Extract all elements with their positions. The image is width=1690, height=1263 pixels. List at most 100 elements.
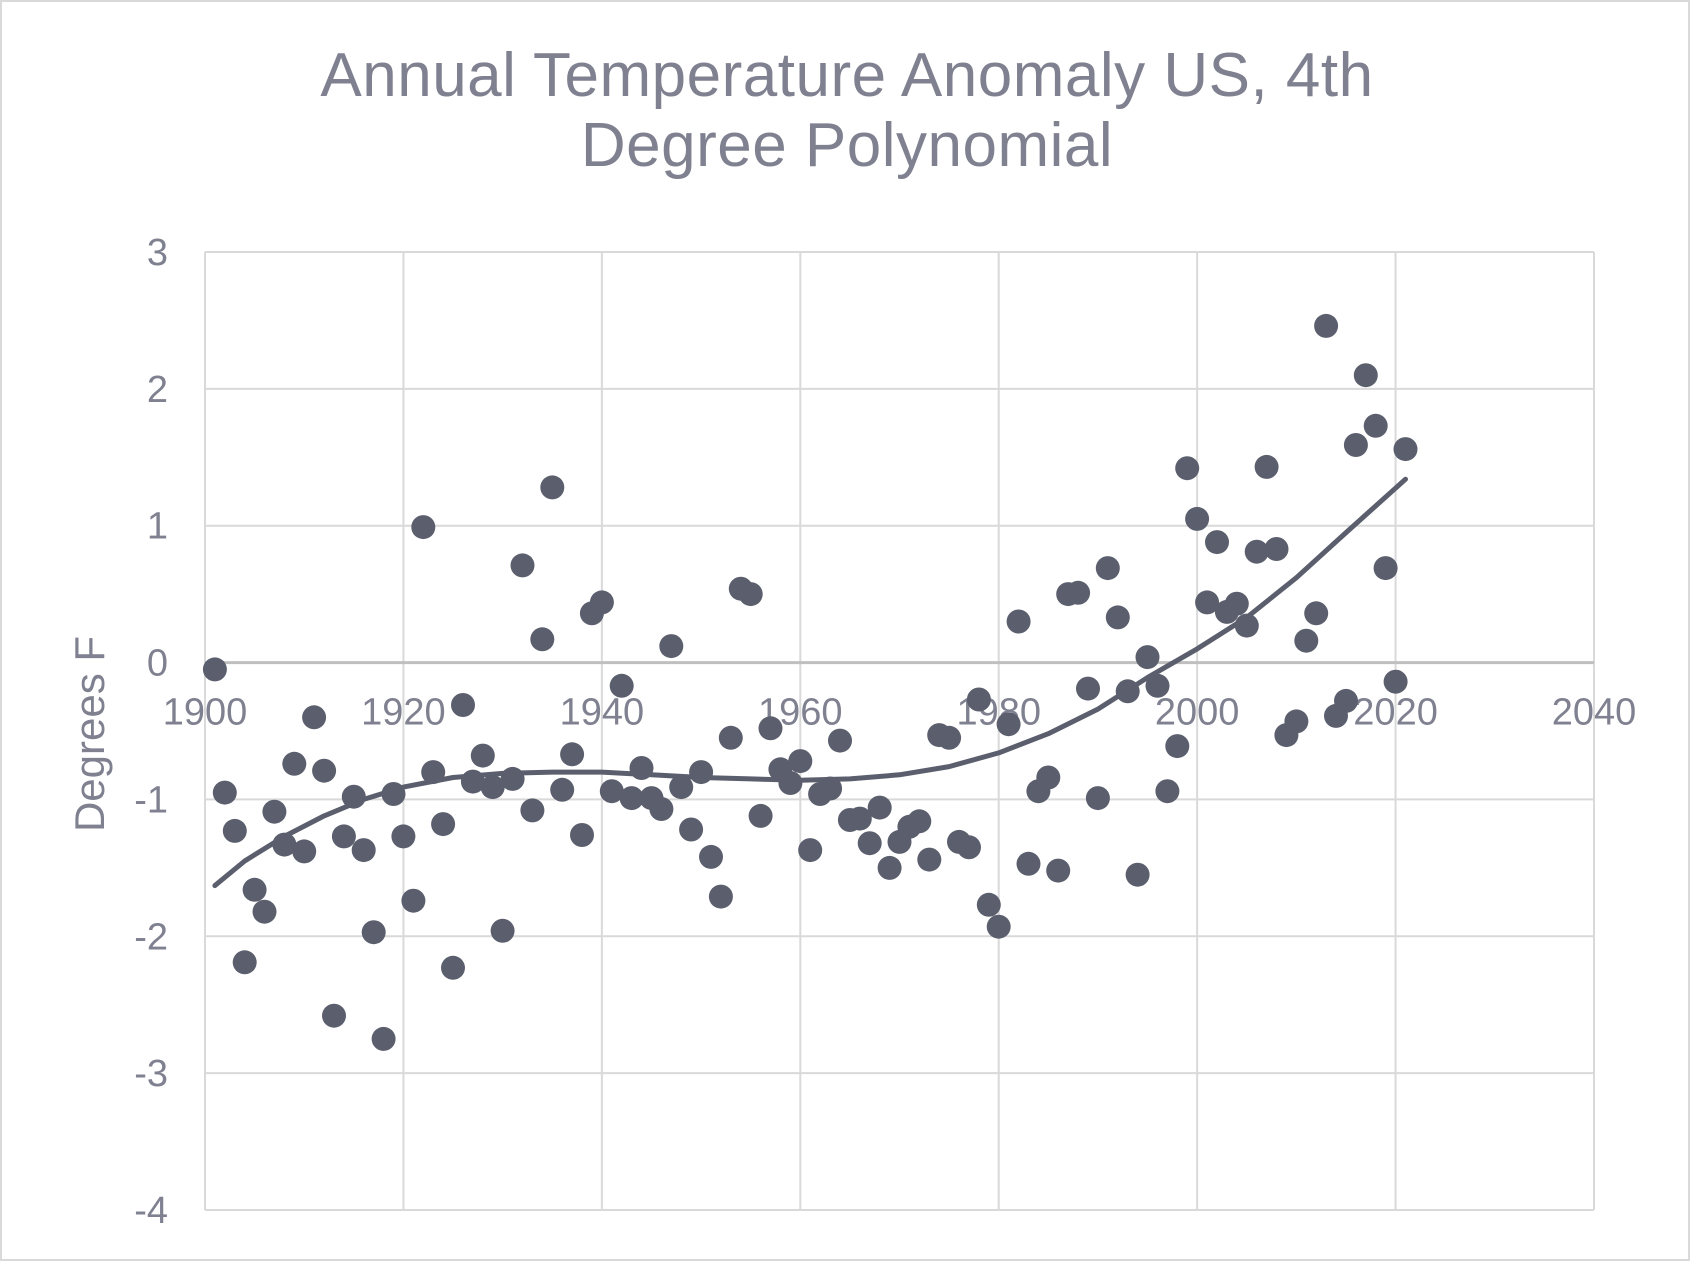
data-point — [331, 824, 356, 849]
gridlines — [204, 251, 1595, 1211]
x-tick-label: 1920 — [361, 692, 446, 734]
data-point — [1294, 628, 1319, 653]
data-point — [1393, 437, 1418, 462]
data-point — [1006, 609, 1031, 634]
data-point — [371, 1026, 396, 1051]
data-point — [1373, 556, 1398, 581]
data-point — [818, 776, 843, 801]
data-point — [957, 835, 981, 860]
data-point — [252, 899, 277, 924]
data-point — [1135, 645, 1160, 670]
data-point — [490, 918, 515, 943]
data-point — [391, 824, 416, 849]
data-point — [1254, 454, 1279, 479]
data-point — [907, 809, 932, 834]
data-point — [828, 728, 852, 753]
data-point — [411, 515, 436, 540]
data-point — [847, 806, 872, 831]
data-point — [1304, 601, 1329, 626]
data-point — [1383, 669, 1408, 694]
data-point — [510, 553, 535, 578]
x-tick-label: 1900 — [163, 692, 248, 734]
data-point — [1224, 591, 1249, 616]
data-point — [560, 742, 585, 767]
y-axis-title: Degrees F — [66, 636, 113, 832]
data-point — [341, 784, 366, 809]
data-point — [570, 823, 594, 847]
data-point — [1244, 539, 1269, 564]
data-point — [282, 751, 307, 776]
data-point — [1363, 413, 1388, 438]
data-point — [1115, 679, 1140, 704]
data-point — [451, 693, 475, 717]
data-point — [679, 817, 704, 842]
x-tick-label: 2040 — [1552, 692, 1637, 734]
data-point — [1353, 363, 1378, 388]
data-point — [351, 838, 376, 863]
data-point — [589, 590, 614, 615]
data-point — [1165, 734, 1190, 759]
data-point — [1234, 613, 1259, 638]
data-point — [619, 786, 644, 811]
data-point — [877, 855, 902, 880]
tick-labels: 1900 1920 1940 1960 1980 2000 2020 20403210-1-2… — [134, 232, 1636, 1232]
data-point — [609, 673, 634, 698]
data-point — [441, 955, 465, 980]
data-point — [1185, 506, 1210, 531]
data-point — [1195, 590, 1220, 615]
data-point — [1205, 530, 1229, 555]
data-point — [599, 779, 624, 804]
data-point — [966, 687, 991, 712]
data-point — [361, 920, 386, 945]
data-point — [500, 766, 525, 791]
data-point — [659, 634, 684, 659]
data-point — [1264, 537, 1289, 561]
data-point — [1145, 673, 1170, 698]
chart-title-line-2: Degree Polynomial — [580, 111, 1114, 180]
data-point — [1105, 605, 1130, 630]
data-point — [540, 475, 565, 500]
x-tick-label: 2020 — [1353, 692, 1438, 734]
y-tick-label: -3 — [134, 1053, 168, 1095]
data-point — [649, 797, 674, 821]
y-tick-label: -2 — [134, 916, 168, 958]
y-tick-label: -4 — [134, 1190, 168, 1232]
data-point — [312, 758, 337, 783]
data-point — [202, 657, 227, 682]
data-point — [322, 1003, 346, 1028]
data-point — [1175, 456, 1200, 481]
data-point — [669, 775, 694, 800]
data-point — [242, 877, 267, 902]
data-point — [431, 812, 456, 837]
data-point — [272, 832, 297, 857]
data-point — [232, 950, 257, 975]
y-tick-label: 3 — [147, 232, 168, 274]
data-point — [758, 716, 783, 741]
data-point — [748, 803, 773, 828]
data-point — [798, 838, 823, 863]
data-point — [986, 914, 1011, 939]
data-point — [996, 712, 1021, 737]
x-tick-label: 1940 — [560, 692, 645, 734]
data-point — [778, 771, 803, 795]
data-point — [1284, 709, 1309, 734]
data-point — [381, 782, 406, 806]
data-point — [470, 743, 495, 768]
data-point — [1076, 676, 1100, 701]
data-point — [550, 777, 575, 802]
data-point — [1343, 433, 1368, 457]
data-point — [1155, 779, 1180, 804]
data-point — [788, 749, 813, 774]
data-points — [202, 313, 1418, 1051]
chart-title-line-1: Annual Temperature Anomaly US, 4th — [320, 41, 1374, 110]
data-point — [699, 844, 723, 869]
y-tick-label: 2 — [147, 369, 168, 411]
data-point — [718, 725, 743, 750]
data-point — [976, 892, 1001, 917]
data-point — [302, 705, 327, 730]
data-point — [1334, 688, 1358, 713]
data-point — [222, 818, 247, 843]
data-point — [460, 769, 485, 794]
